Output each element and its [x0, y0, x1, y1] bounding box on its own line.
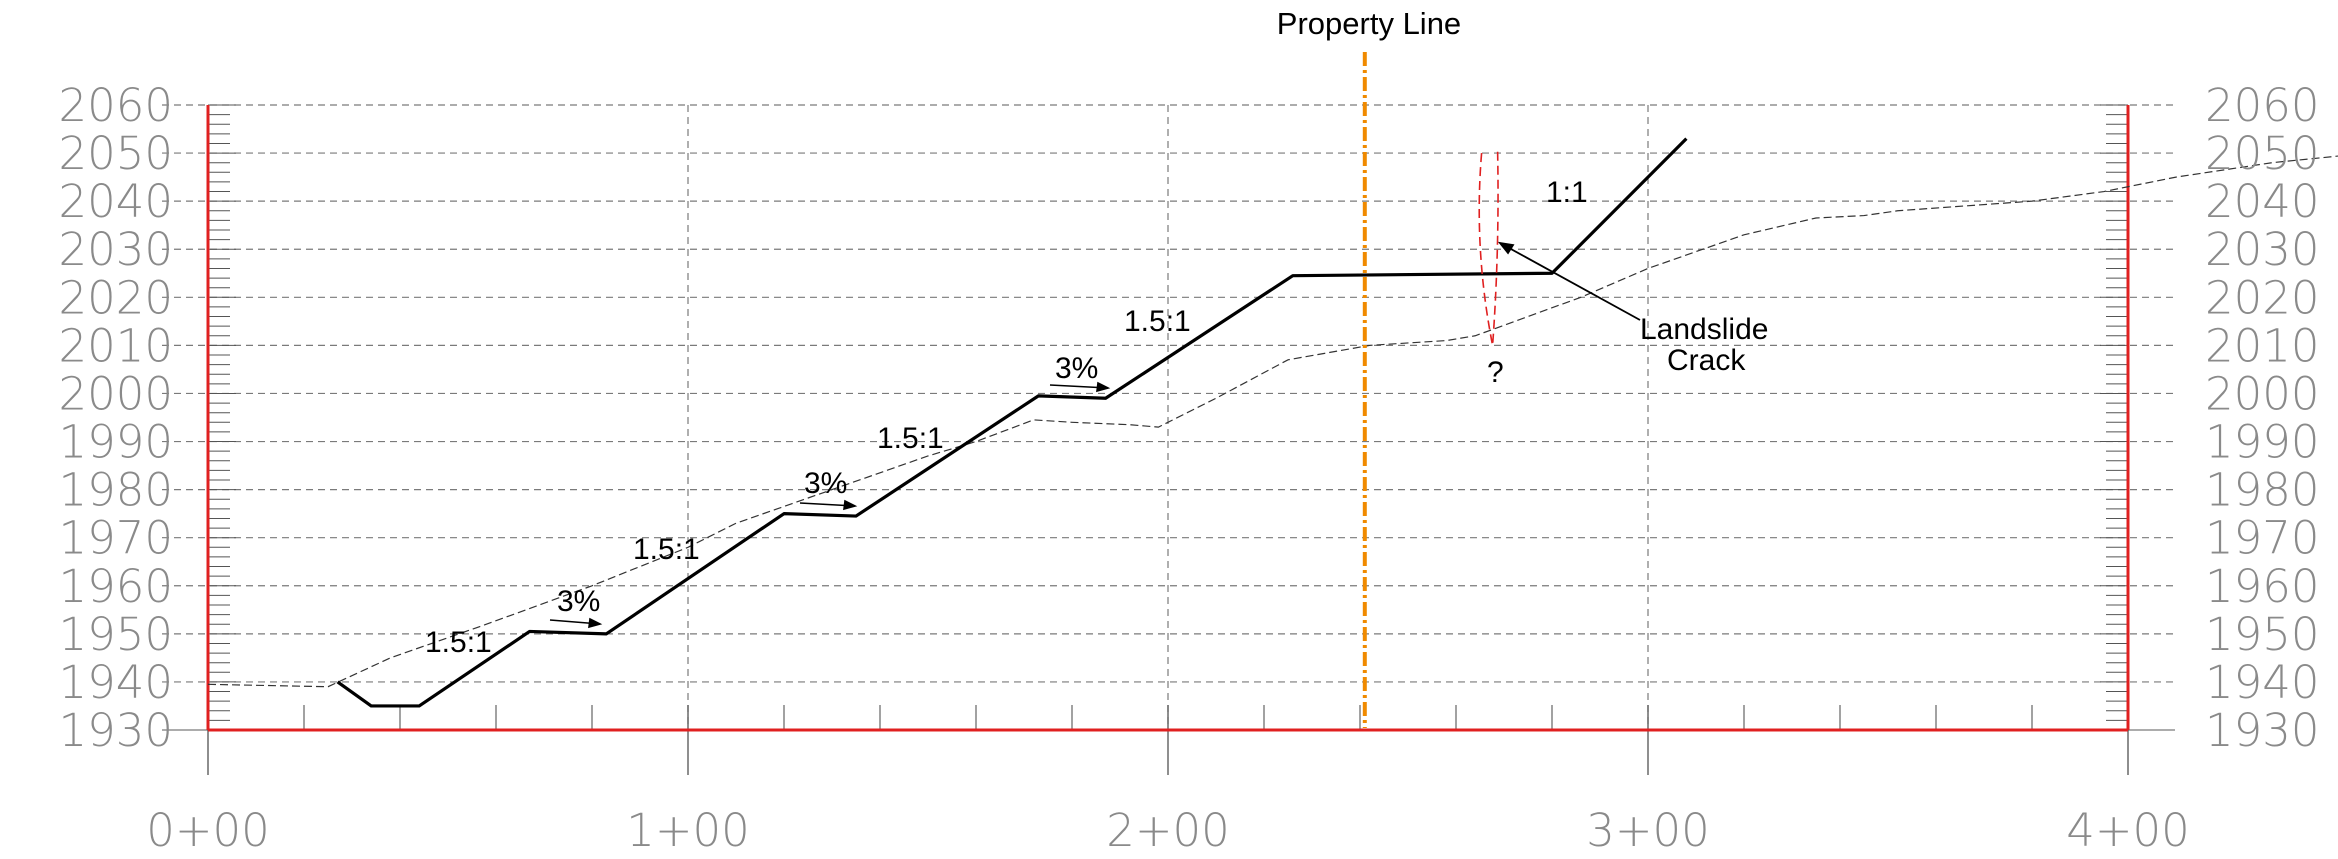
slope-label-1: 1.5:1 — [425, 626, 492, 659]
y-tick-label-right: 2020 — [2205, 271, 2320, 324]
bench-arrow-2 — [799, 499, 858, 511]
y-tick-label-left: 2020 — [58, 271, 173, 324]
y-tick-label-right: 2010 — [2205, 319, 2320, 372]
bench-label-1: 3% — [557, 585, 600, 618]
frame — [206, 105, 2130, 732]
y-tick-label-right: 2030 — [2205, 223, 2320, 276]
y-tick-label-right: 1970 — [2205, 512, 2320, 565]
landslide-label-line1: Landslide — [1640, 313, 1768, 346]
y-tick-label-right: 1950 — [2205, 608, 2320, 661]
y-tick-label-left: 2030 — [58, 223, 173, 276]
y-tick-label-left: 2040 — [58, 175, 173, 228]
landslide-leader — [1497, 241, 1641, 321]
property-line-label: Property Line — [1277, 6, 1461, 41]
y-tick-label-right: 2060 — [2205, 79, 2320, 132]
slope-label-2: 1.5:1 — [633, 533, 700, 566]
bench-arrow-1 — [549, 617, 603, 629]
y-tick-label-left: 2060 — [58, 79, 173, 132]
landslide-label-line2: Crack — [1667, 344, 1746, 377]
y-tick-label-left: 2010 — [58, 319, 173, 372]
y-tick-label-right: 2040 — [2205, 175, 2320, 228]
y-tick-label-right: 1980 — [2205, 464, 2320, 517]
y-tick-label-right: 1930 — [2205, 704, 2320, 757]
y-tick-label-left: 1940 — [58, 656, 173, 709]
y-tick-label-left: 1930 — [58, 704, 173, 757]
bench-arrow-3 — [1049, 381, 1111, 393]
series — [207, 52, 2338, 728]
y-tick-label-left: 1960 — [58, 560, 173, 613]
y-tick-label-right: 1990 — [2205, 416, 2320, 469]
crack-question-mark: ? — [1487, 356, 1504, 389]
y-tick-label-right: 1960 — [2205, 560, 2320, 613]
bench-label-3: 3% — [1055, 352, 1098, 385]
bench-label-2: 3% — [804, 467, 847, 500]
x-tick-label: 2+00 — [1106, 804, 1230, 854]
series-existing-ground — [207, 155, 2338, 688]
y-tick-label-left: 2050 — [58, 127, 173, 180]
y-tick-label-left: 1970 — [58, 512, 173, 565]
x-tick-label: 3+00 — [1586, 804, 1710, 854]
landslide-crack — [1478, 151, 1499, 346]
x-tick-label: 0+00 — [146, 804, 270, 854]
y-tick-label-right: 2050 — [2205, 127, 2320, 180]
series-proposed-grade — [336, 137, 1688, 708]
x-tick-label: 4+00 — [2066, 804, 2190, 854]
y-tick-label-left: 1990 — [58, 416, 173, 469]
y-tick-label-right: 2000 — [2205, 367, 2320, 420]
y-tick-label-left: 1950 — [58, 608, 173, 661]
ruler-ticks — [207, 104, 2129, 775]
y-tick-label-left: 2000 — [58, 367, 173, 420]
slope-label-4: 1.5:1 — [1124, 305, 1191, 338]
x-tick-label: 1+00 — [626, 804, 750, 854]
slope-label-5: 1:1 — [1546, 176, 1588, 209]
y-tick-label-right: 1940 — [2205, 656, 2320, 709]
y-tick-label-left: 1980 — [58, 464, 173, 517]
slope-label-3: 1.5:1 — [877, 422, 944, 455]
